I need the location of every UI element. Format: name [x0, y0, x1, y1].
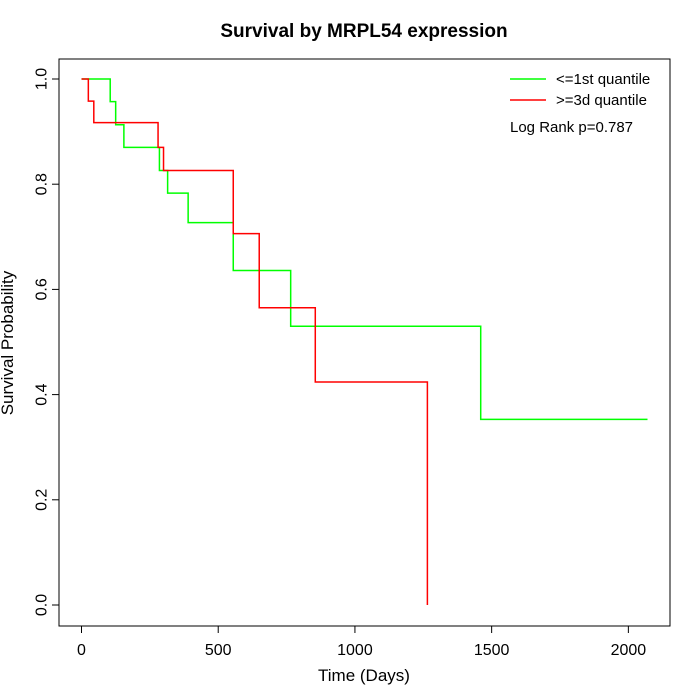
x-tick-label: 0 — [77, 642, 86, 659]
legend: <=1st quantile >=3d quantile — [510, 71, 650, 109]
series-layer — [81, 78, 648, 605]
y-axis: 0.0 0.2 0.4 0.6 0.8 1.0 — [34, 68, 60, 616]
chart-title: Survival by MRPL54 expression — [220, 21, 507, 42]
log-rank-annotation: Log Rank p=0.787 — [510, 119, 633, 136]
y-tick-label: 0.6 — [34, 278, 51, 300]
x-axis-label: Time (Days) — [318, 666, 410, 685]
y-axis-label: Survival Probability — [0, 270, 17, 415]
survival-curve-high-quantile — [81, 78, 429, 605]
legend-label-high: >=3d quantile — [556, 92, 647, 109]
y-tick-label: 0.4 — [34, 383, 51, 405]
legend-label-low: <=1st quantile — [556, 71, 650, 88]
y-tick-label: 0.8 — [34, 173, 51, 195]
y-tick-label: 0.0 — [34, 594, 51, 616]
x-tick-label: 500 — [205, 642, 232, 659]
plot-frame — [58, 58, 671, 627]
y-tick-label: 1.0 — [34, 68, 51, 90]
x-tick-label: 2000 — [611, 642, 647, 659]
survival-curve-low-quantile — [81, 78, 648, 421]
x-tick-label: 1500 — [474, 642, 510, 659]
y-tick-label: 0.2 — [34, 489, 51, 511]
x-axis: 0 500 1000 1500 2000 — [77, 625, 647, 659]
x-tick-label: 1000 — [337, 642, 373, 659]
